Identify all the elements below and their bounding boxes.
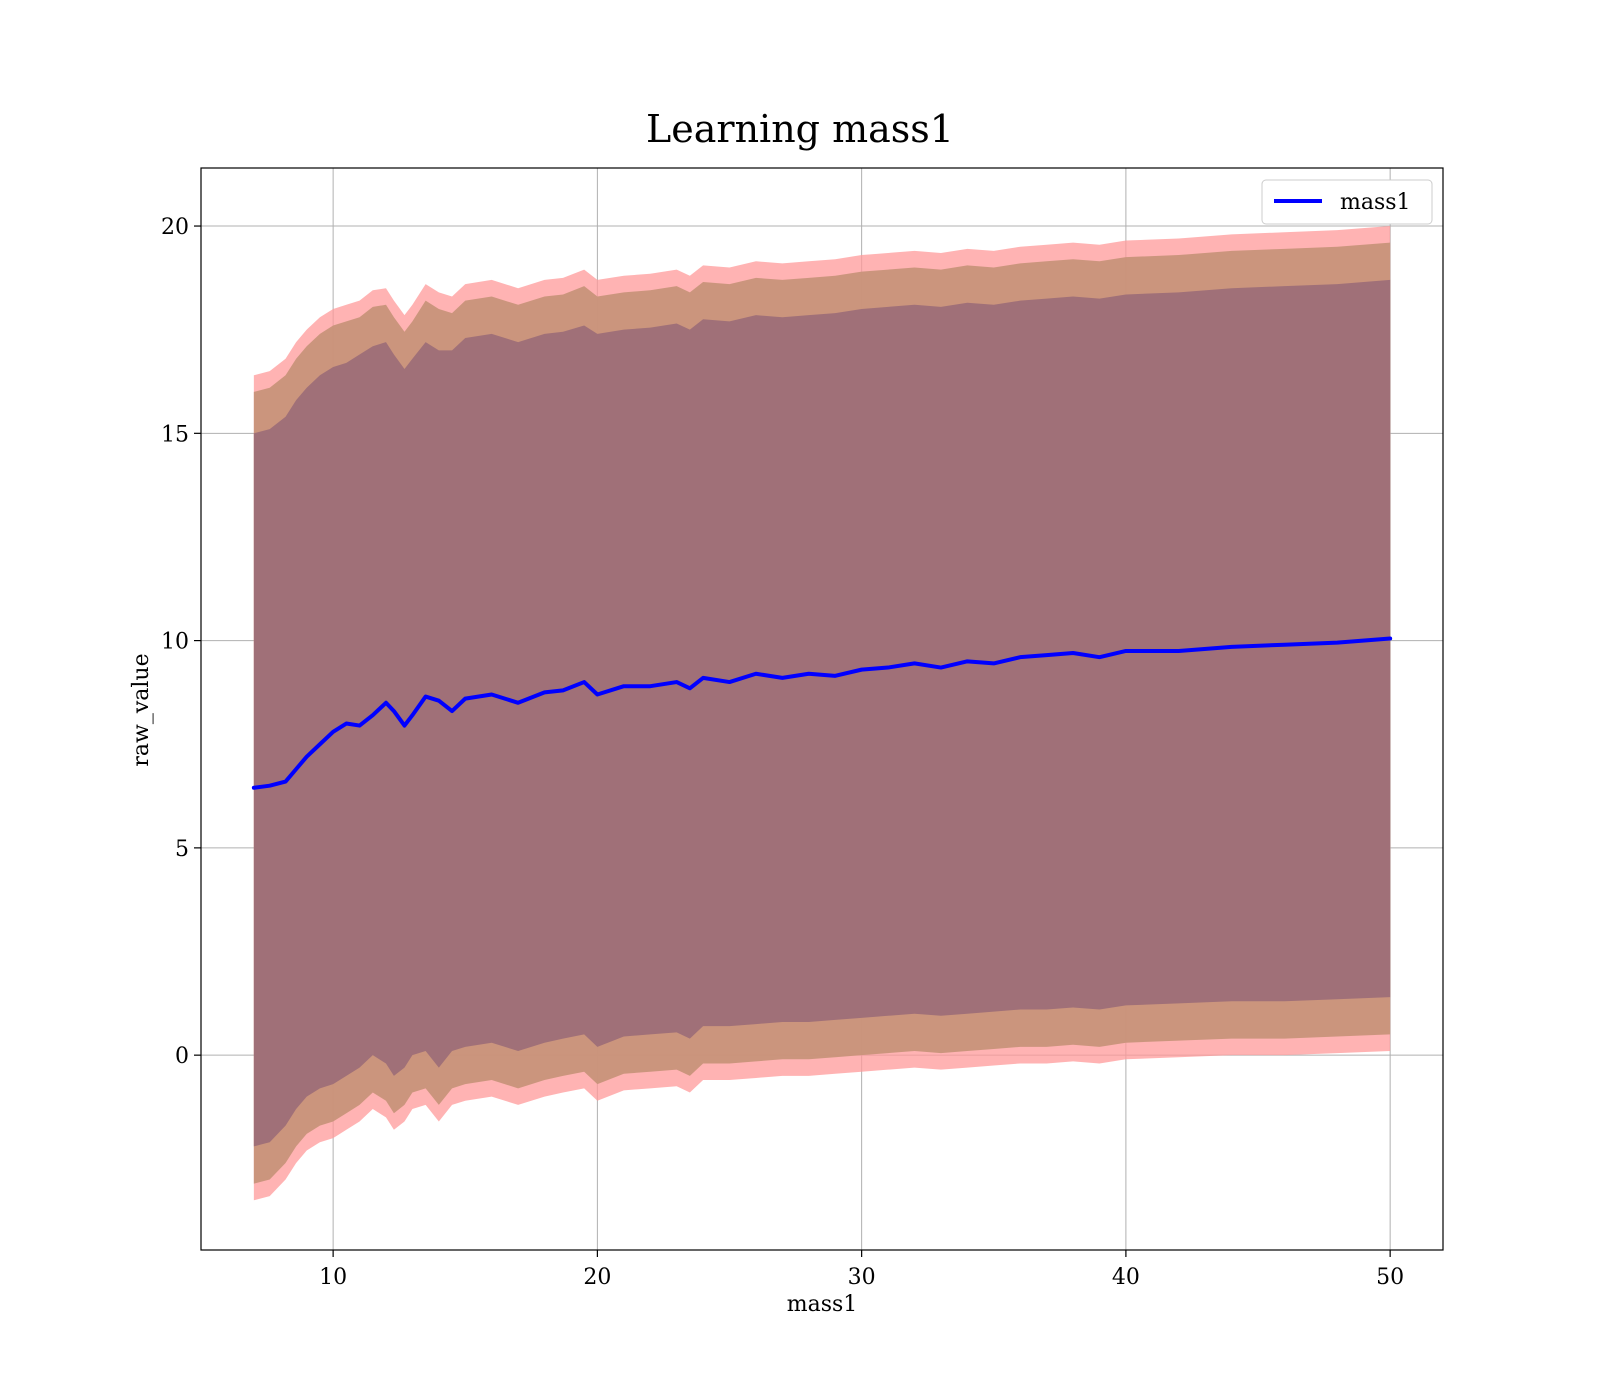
y-tick-label-15: 15 xyxy=(161,422,189,447)
y-tick-label-5: 5 xyxy=(175,837,189,862)
x-tick-label-40: 40 xyxy=(1112,1265,1140,1290)
chart-title: Learning mass1 xyxy=(646,107,954,151)
x-tick-label-50: 50 xyxy=(1376,1265,1404,1290)
x-axis-label: mass1 xyxy=(787,1292,858,1317)
axes-frame xyxy=(200,167,1444,1251)
legend-label-mass1: mass1 xyxy=(1340,190,1411,215)
series-line-mass1 xyxy=(251,636,1393,790)
y-tick-label-0: 0 xyxy=(175,1044,189,1069)
x-tick-label-30: 30 xyxy=(848,1265,876,1290)
y-tick-label-20: 20 xyxy=(161,215,189,240)
legend-box xyxy=(1261,179,1433,225)
band-inner xyxy=(253,279,1391,1147)
y-tick-label-10: 10 xyxy=(161,630,189,655)
y-axis-label: raw_value xyxy=(129,653,154,766)
legend: mass1 xyxy=(1261,179,1433,225)
x-tick-label-20: 20 xyxy=(583,1265,611,1290)
x-tick-label-10: 10 xyxy=(319,1265,347,1290)
plot-area: 10 20 30 40 50 0 5 10 15 20 xyxy=(161,167,1444,1290)
